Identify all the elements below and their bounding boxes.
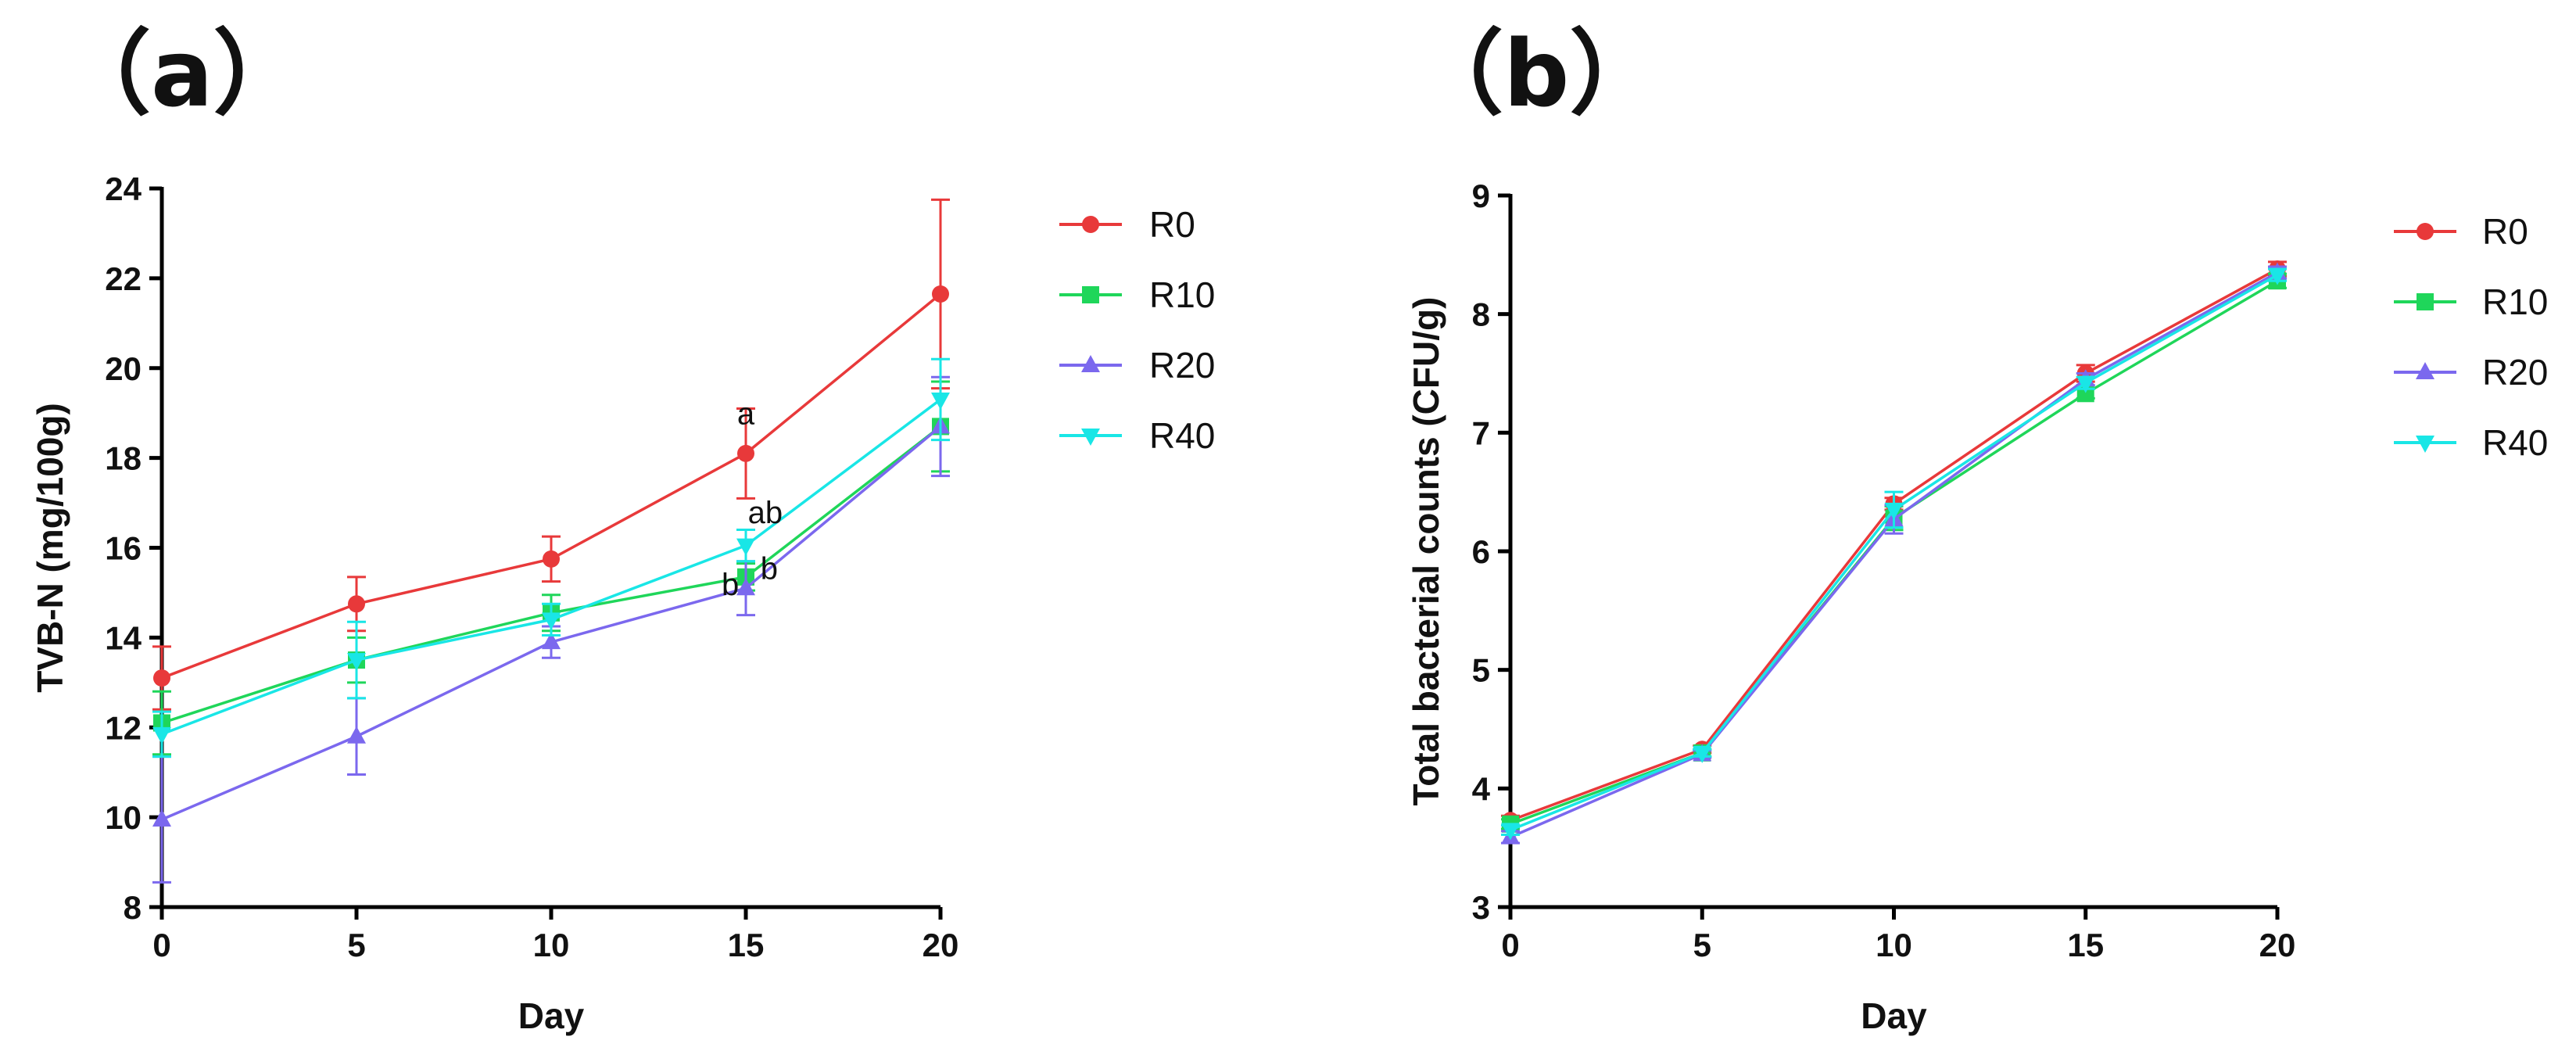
data-point: [1501, 823, 1520, 841]
legend-marker: [2416, 362, 2434, 379]
panel-b: （b） 0 5 10 15 20 3 4 5 6 7 8 9 Day Total bacterial cou…: [1406, 20, 2548, 1036]
data-point: [2076, 375, 2095, 393]
legend-marker: [1081, 355, 1100, 372]
legend-label: R0: [1149, 204, 1195, 245]
data-point: [542, 612, 561, 630]
y-tick-label: 3: [1472, 889, 1490, 926]
significance-letter: b: [761, 552, 778, 586]
x-axis-title: Day: [1861, 995, 1927, 1036]
legend-item-R20: R20: [2394, 352, 2548, 393]
y-axis-title: TVB-N (mg/100g): [30, 403, 70, 693]
y-tick-label: 7: [1472, 414, 1490, 451]
x-tick-label: 20: [2259, 927, 2296, 963]
x-tick-label: 5: [347, 927, 365, 963]
y-tick-label: 4: [1472, 770, 1491, 807]
y-tick-label: 12: [105, 709, 142, 746]
y-tick-label: 14: [105, 619, 142, 656]
data-point: [348, 595, 365, 613]
legend-marker: [2416, 436, 2434, 453]
y-tick-label: 16: [105, 530, 142, 567]
legend-item-R0: R0: [1059, 204, 1195, 245]
y-tick-label: 22: [105, 260, 142, 297]
legend-label: R0: [2482, 211, 2528, 252]
significance-letter: ab: [748, 496, 783, 530]
x-tick-label: 15: [728, 927, 765, 963]
x-tick-label: 5: [1693, 927, 1711, 963]
x-axis-title: Day: [518, 995, 585, 1036]
data-point: [1884, 502, 1904, 520]
legend-label: R20: [1149, 345, 1215, 386]
y-tick-label: 20: [105, 350, 142, 387]
data-point: [931, 392, 950, 410]
legend-marker: [1081, 429, 1100, 446]
legend-item-R40: R40: [1059, 415, 1215, 456]
y-tick-label: 9: [1472, 178, 1490, 214]
x-tick-label: 0: [1501, 927, 1519, 963]
legend-item-R0: R0: [2394, 211, 2528, 252]
x-tick-label: 20: [923, 927, 959, 963]
legend-marker: [2417, 223, 2434, 240]
legend-item-R10: R10: [1059, 274, 1215, 315]
y-tick-label: 8: [1472, 296, 1490, 333]
panel-label: （a）: [59, 20, 306, 127]
y-tick-label: 10: [105, 799, 142, 836]
legend-marker: [1082, 286, 1099, 303]
legend-marker: [2417, 293, 2434, 310]
data-point: [347, 726, 366, 744]
legend-label: R40: [2482, 422, 2548, 463]
data-point: [736, 538, 755, 556]
data-point: [153, 669, 170, 687]
significance-letter: b: [722, 568, 739, 602]
x-tick-label: 10: [533, 927, 570, 963]
data-point: [932, 285, 949, 303]
panel-label: （b）: [1411, 20, 1661, 127]
y-tick-label: 6: [1472, 533, 1490, 570]
y-tick-label: 24: [105, 170, 142, 207]
x-tick-label: 0: [152, 927, 170, 963]
data-point: [152, 726, 171, 744]
series-R10: [1501, 272, 2287, 833]
data-point: [347, 653, 366, 671]
y-tick-label: 5: [1472, 652, 1490, 689]
legend-label: R20: [2482, 352, 2548, 393]
y-axis-title: Total bacterial counts (CFU/g): [1406, 297, 1446, 806]
legend-item-R40: R40: [2394, 422, 2548, 463]
x-tick-label: 15: [2067, 927, 2104, 963]
x-tick-label: 10: [1876, 927, 1912, 963]
legend-label: R40: [1149, 415, 1215, 456]
legend-marker: [1082, 216, 1099, 233]
legend-label: R10: [1149, 274, 1215, 315]
data-point: [737, 444, 754, 462]
series-R0: [152, 198, 950, 711]
series-line: [1510, 279, 2278, 826]
legend-item-R10: R10: [2394, 282, 2548, 322]
series-R20: [1501, 262, 2287, 845]
series-R40: [152, 357, 950, 759]
series-R40: [1501, 267, 2287, 841]
legend-item-R20: R20: [1059, 345, 1215, 386]
series-line: [1510, 274, 2278, 832]
legend-label: R10: [2482, 282, 2548, 322]
series-line: [1510, 271, 2278, 839]
y-tick-label: 18: [105, 440, 142, 477]
data-point: [1693, 745, 1712, 763]
series-line: [1510, 267, 2278, 822]
data-point: [543, 550, 560, 568]
panel-a: （a） 0 5 10 15 20 8 10 12 14 16 18 20 22 24 Day TVB-N (mg…: [30, 20, 1215, 1036]
data-point: [542, 632, 561, 650]
data-point: [736, 578, 755, 596]
y-tick-label: 8: [124, 889, 142, 926]
data-point: [2268, 267, 2287, 285]
significance-letter: a: [737, 397, 755, 432]
data-point: [152, 809, 171, 827]
